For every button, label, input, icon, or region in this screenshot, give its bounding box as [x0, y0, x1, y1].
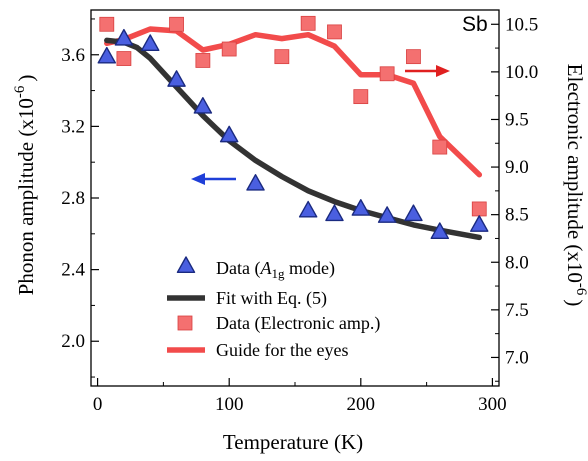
electronic-data-point	[432, 139, 448, 155]
right-y-tick-label: 7.5	[505, 300, 529, 321]
legend-phonon-sub: 1g	[271, 266, 285, 281]
legend-label-electronic-data: Data (Electronic amp.)	[216, 313, 380, 334]
legend-item-guide: Guide for the eyes	[167, 340, 348, 360]
electronic-data-point	[274, 49, 290, 65]
x-tick-label: 300	[478, 394, 507, 415]
electronic-data-point	[471, 201, 487, 217]
right-y-label-exponent: -6	[573, 283, 588, 296]
right-y-tick-label: 10.0	[505, 62, 538, 83]
legend-label-guide: Guide for the eyes	[216, 340, 348, 360]
legend-label-phonon-data: Data (A1g mode)	[216, 258, 335, 281]
axes: 0 100 200 300 2.0 2.4 2.8 3.2 3.6 7.0 7.5 8.0 8.5 9.0…	[61, 9, 538, 415]
left-y-tick-label: 2.0	[61, 331, 85, 352]
phonon-data-point	[404, 204, 423, 222]
phonon-data-point	[219, 125, 239, 143]
left-y-tick-label: 2.4	[61, 260, 85, 281]
legend-label-fit: Fit with Eq. (5)	[216, 288, 327, 309]
series-layer	[97, 15, 489, 241]
phonon-data-point	[325, 204, 344, 222]
electronic-data-point	[221, 41, 237, 57]
left-y-tick-label: 3.2	[61, 116, 85, 137]
arrow-right-head	[436, 65, 450, 77]
x-tick-label: 200	[347, 394, 376, 415]
phonon-data-point	[470, 215, 489, 232]
phonon-data-point	[114, 28, 134, 46]
electronic-data-point	[406, 49, 421, 65]
x-axis-label: Temperature (K)	[223, 430, 363, 454]
guide-line	[104, 26, 483, 178]
phonon-data-point	[167, 70, 186, 87]
arrows	[191, 65, 450, 185]
left-y-tick-label: 3.6	[61, 45, 85, 66]
legend-item-phonon-data: Data (A1g mode)	[176, 256, 335, 281]
right-y-tick-label: 7.0	[505, 347, 529, 368]
legend-phonon-italic: A	[259, 258, 272, 278]
phonon-data-point	[298, 200, 318, 218]
left-y-axis-label: Phonon amplitude (x10-6)	[12, 75, 38, 296]
legend-square-marker	[177, 315, 193, 331]
right-y-tick-label: 8.0	[505, 252, 529, 273]
electronic-data-point	[300, 15, 316, 31]
legend-phonon-suffix: mode)	[284, 258, 334, 279]
left-y-label-text: Phonon amplitude (x10	[14, 98, 38, 295]
right-y-tick-label: 9.0	[505, 157, 529, 178]
legend-item-fit: Fit with Eq. (5)	[167, 288, 327, 309]
phonon-data-point	[377, 206, 397, 223]
phonon-data-point	[246, 173, 265, 191]
electronic-data-point	[353, 89, 369, 105]
electronic-data-point	[169, 16, 184, 32]
legend-phonon-prefix: Data (	[216, 258, 260, 279]
right-y-label-close: )	[563, 299, 587, 306]
legend-triangle-marker	[176, 256, 196, 273]
x-tick-label: 100	[215, 394, 244, 415]
legend-item-electronic-data: Data (Electronic amp.)	[177, 313, 380, 334]
phonon-data-point	[193, 96, 213, 114]
phonon-data-point	[351, 199, 371, 216]
left-y-label-exponent: -6	[12, 85, 28, 98]
right-y-tick-label: 9.5	[505, 109, 529, 130]
electronic-data-point	[379, 66, 395, 82]
legend: Data (A1g mode) Fit with Eq. (5) Data (E…	[167, 256, 380, 360]
right-y-tick-label: 10.5	[505, 14, 538, 35]
right-y-axis-label: Electronic amplitude (x10-6)	[563, 64, 588, 307]
electronic-data-point	[116, 51, 132, 66]
left-y-label-close: )	[14, 75, 38, 82]
electronic-data-point	[327, 24, 342, 40]
phonon-data-point	[140, 34, 160, 52]
sample-annotation: Sb	[462, 13, 488, 36]
right-y-tick-label: 8.5	[505, 205, 529, 226]
electronic-data-point	[99, 16, 115, 32]
left-y-tick-label: 2.8	[61, 188, 85, 209]
phonon-data-point	[430, 222, 450, 240]
x-tick-label: 0	[93, 394, 103, 415]
phonon-data-point	[97, 46, 117, 64]
electronic-data-point	[195, 53, 211, 68]
arrow-left-head	[191, 173, 205, 185]
right-y-label-text: Electronic amplitude (x10	[563, 64, 587, 283]
